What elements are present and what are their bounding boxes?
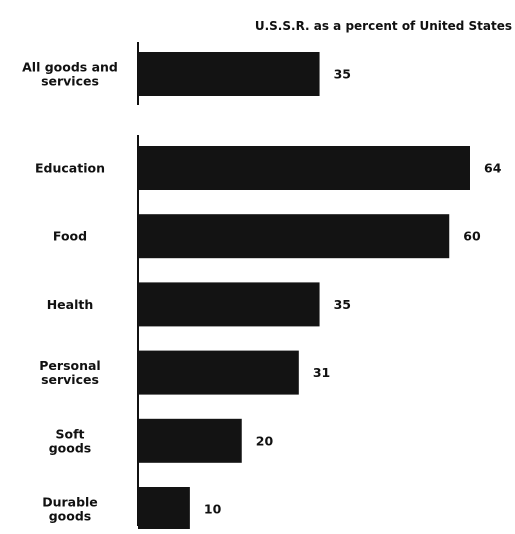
category-0-bar <box>138 146 470 190</box>
category-4-category-line: goods <box>49 440 92 455</box>
category-3-category-line: services <box>41 372 99 387</box>
category-5-value-label: 10 <box>204 502 222 517</box>
category-4-bar <box>138 418 242 463</box>
category-4-category-label: Soft goods <box>49 426 92 455</box>
category-1-value-label: 60 <box>463 229 481 244</box>
category-5-category-line: Durable <box>42 495 98 510</box>
category-4-category-line: Soft <box>55 426 84 441</box>
category-5-bar <box>138 487 190 531</box>
category-2-value-label: 35 <box>334 297 351 312</box>
summary-bar <box>138 52 320 96</box>
summary-value-label: 35 <box>334 67 351 82</box>
category-2-category-label: Health <box>47 297 94 312</box>
summary-category-line: services <box>41 74 99 89</box>
category-3-value-label: 31 <box>313 365 330 380</box>
category-0-value-label: 64 <box>484 161 502 176</box>
chart-subtitle: U.S.S.R. as a percent of United States <box>255 19 512 33</box>
category-2-category-line: Health <box>47 297 94 312</box>
category-5-category-label: Durable goods <box>42 495 98 524</box>
category-3-bar <box>138 350 299 395</box>
category-3-category-line: Personal <box>39 358 100 373</box>
category-1-category-label: Food <box>53 229 87 244</box>
category-1-bar <box>138 214 450 259</box>
category-1-category-line: Food <box>53 229 87 244</box>
summary-category-line: All goods and <box>22 60 118 75</box>
category-2-bar <box>138 282 320 327</box>
category-5-category-line: goods <box>49 509 92 524</box>
category-4-value-label: 20 <box>256 433 274 448</box>
summary-category-label: All goods and services <box>22 60 118 89</box>
category-0-category-line: Education <box>35 161 105 176</box>
category-0-category-label: Education <box>35 161 105 176</box>
category-3-category-label: Personal services <box>39 358 100 387</box>
